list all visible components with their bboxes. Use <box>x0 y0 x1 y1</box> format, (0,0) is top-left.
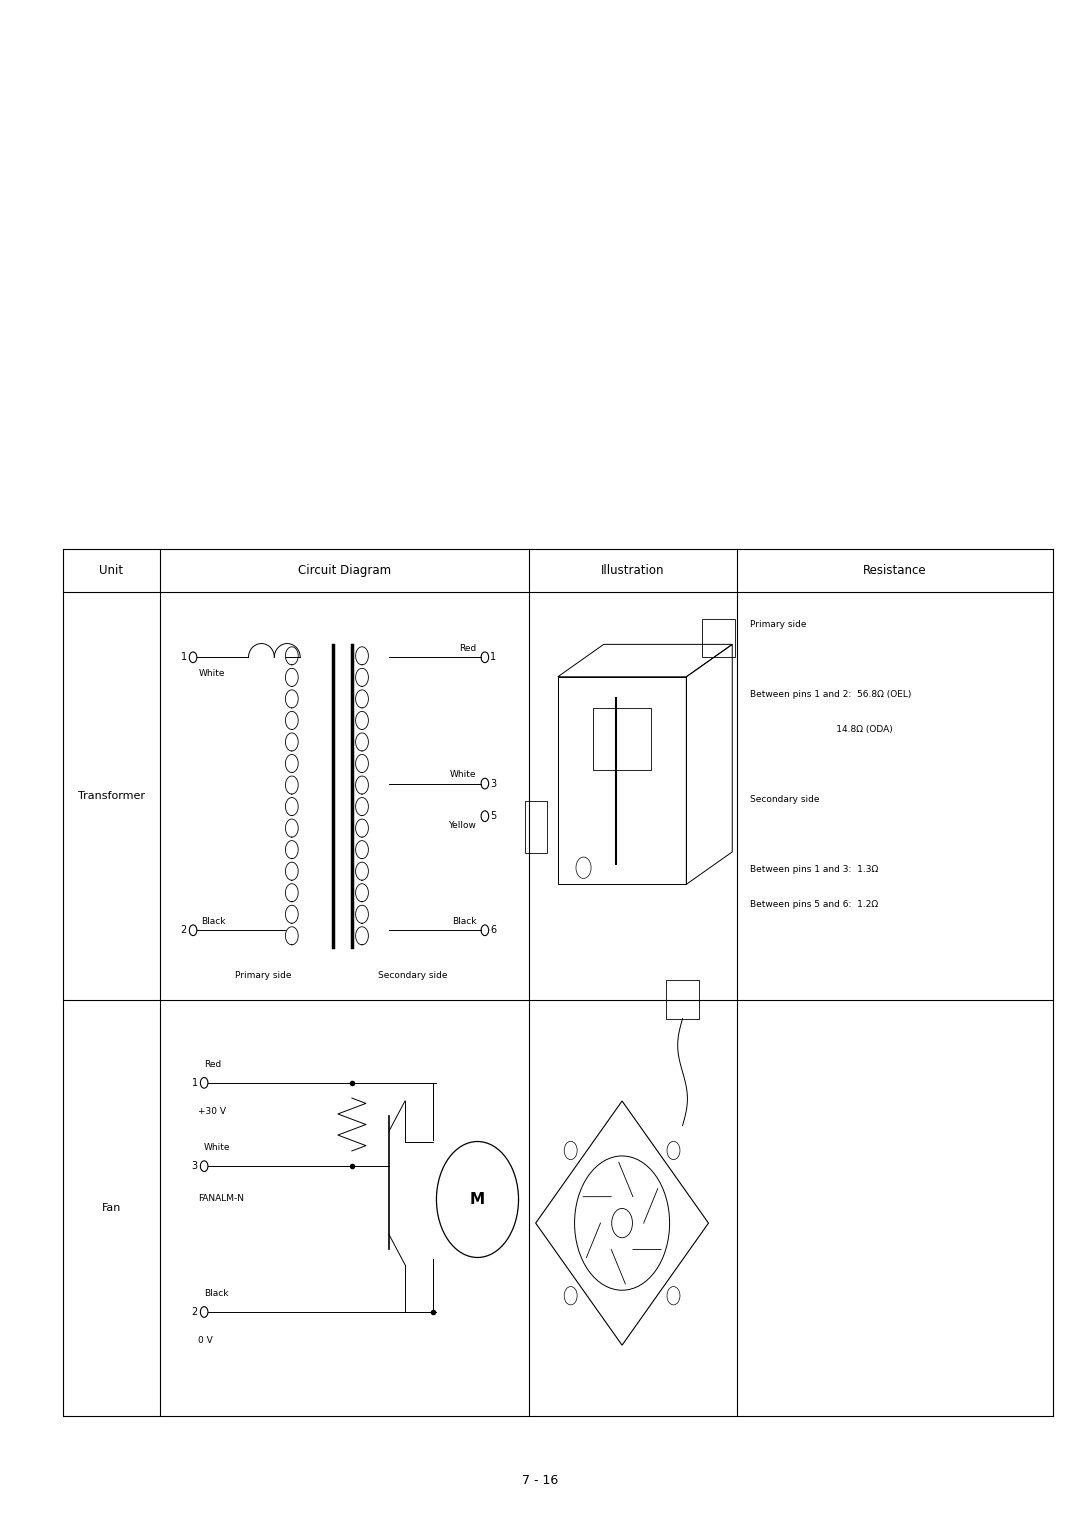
Text: Black: Black <box>204 1289 229 1299</box>
Text: Fan: Fan <box>102 1202 121 1213</box>
Text: M: M <box>470 1192 485 1207</box>
Text: Resistance: Resistance <box>863 565 927 577</box>
Text: 1: 1 <box>191 1077 198 1088</box>
Text: 3: 3 <box>490 778 497 789</box>
Text: 6: 6 <box>490 925 497 935</box>
Text: Red: Red <box>204 1061 221 1070</box>
Text: 7 - 16: 7 - 16 <box>522 1474 558 1486</box>
Text: 3: 3 <box>191 1161 198 1170</box>
Text: Black: Black <box>201 917 225 926</box>
Text: 0 V: 0 V <box>198 1337 213 1346</box>
Text: Primary side: Primary side <box>235 971 292 980</box>
Text: Black: Black <box>451 917 476 926</box>
Text: Transformer: Transformer <box>78 790 145 801</box>
Text: Circuit Diagram: Circuit Diagram <box>298 565 391 577</box>
Text: Secondary side: Secondary side <box>750 795 819 804</box>
Text: White: White <box>199 670 225 679</box>
Text: Secondary side: Secondary side <box>378 971 447 980</box>
Text: 14.8Ω (ODA): 14.8Ω (ODA) <box>750 725 892 734</box>
Text: 5: 5 <box>490 812 497 821</box>
Text: 2: 2 <box>191 1306 198 1317</box>
Text: 1: 1 <box>180 652 187 662</box>
Text: Between pins 5 and 6:  1.2Ω: Between pins 5 and 6: 1.2Ω <box>750 900 878 909</box>
Text: Between pins 1 and 2:  56.8Ω (OEL): Between pins 1 and 2: 56.8Ω (OEL) <box>750 690 910 699</box>
Text: Red: Red <box>459 644 476 653</box>
Text: White: White <box>204 1143 231 1152</box>
Text: White: White <box>449 771 476 778</box>
Text: FANALM-N: FANALM-N <box>198 1193 244 1202</box>
Text: Yellow: Yellow <box>448 821 476 830</box>
Text: Between pins 1 and 3:  1.3Ω: Between pins 1 and 3: 1.3Ω <box>750 865 878 874</box>
Text: Primary side: Primary side <box>750 620 806 629</box>
Text: Unit: Unit <box>99 565 123 577</box>
Text: 1: 1 <box>490 652 497 662</box>
Text: 2: 2 <box>180 925 187 935</box>
Text: +30 V: +30 V <box>198 1108 226 1116</box>
Text: Illustration: Illustration <box>602 565 664 577</box>
